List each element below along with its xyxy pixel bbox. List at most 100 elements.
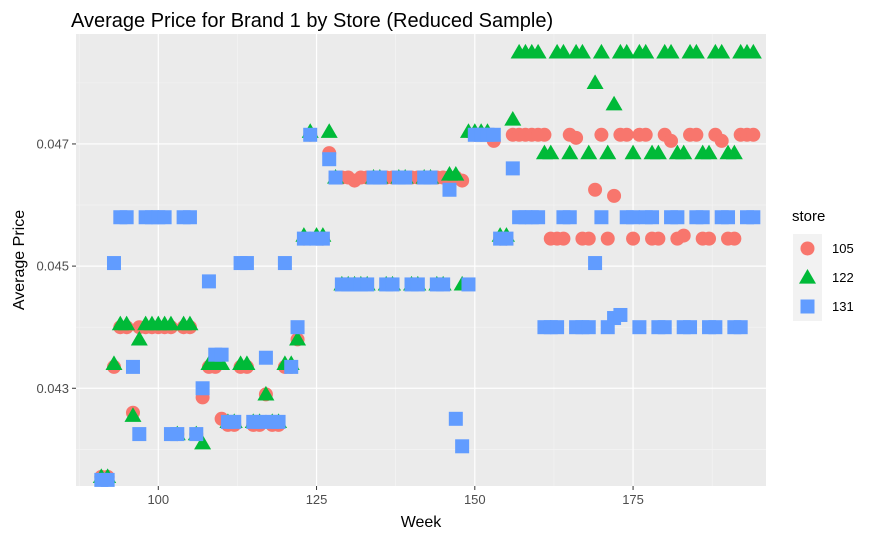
legend-item-105: 105 — [793, 234, 854, 263]
point-square — [201, 274, 216, 289]
point-square — [290, 320, 305, 335]
plot-background — [76, 34, 766, 486]
x-tick-label: 175 — [622, 492, 644, 507]
point-triangle — [637, 43, 655, 59]
point-triangle — [504, 111, 522, 126]
point-square — [581, 320, 596, 335]
point-triangle — [700, 144, 718, 160]
legend-key-triangle — [799, 269, 816, 284]
legend-label: 122 — [832, 270, 854, 285]
legend: store 105 122 131 — [792, 208, 854, 321]
point-square — [455, 439, 470, 454]
point-square — [505, 161, 520, 176]
point-circle — [556, 231, 571, 246]
point-triangle — [649, 144, 667, 160]
point-triangle — [447, 165, 465, 181]
point-square — [360, 277, 375, 292]
legend-key-square — [800, 299, 815, 314]
point-circle — [676, 228, 691, 243]
point-square — [442, 182, 457, 197]
point-square — [296, 231, 311, 246]
point-square — [436, 277, 451, 292]
point-circle — [600, 231, 615, 246]
point-triangle — [586, 74, 604, 89]
point-square — [588, 256, 603, 271]
point-square — [448, 411, 463, 426]
point-triangle — [599, 144, 617, 160]
point-triangle — [580, 144, 598, 160]
point-triangle — [713, 43, 731, 59]
point-triangle — [213, 355, 231, 370]
point-triangle — [194, 434, 212, 450]
point-circle — [619, 127, 634, 142]
y-tick-label: 0.045 — [36, 259, 69, 274]
point-square — [195, 381, 210, 396]
point-square — [252, 414, 267, 429]
point-square — [499, 231, 514, 246]
point-square — [328, 170, 343, 185]
point-circle — [727, 231, 742, 246]
series-131 — [94, 127, 761, 487]
x-axis-title: Week — [401, 514, 443, 531]
point-triangle — [554, 43, 572, 59]
point-triangle — [162, 315, 180, 331]
point-circle — [607, 188, 622, 203]
point-square — [695, 210, 710, 225]
point-triangle — [181, 315, 199, 331]
point-square — [461, 277, 476, 292]
point-square — [683, 320, 698, 335]
point-triangle — [118, 315, 136, 331]
data-points — [92, 43, 762, 487]
point-circle — [581, 231, 596, 246]
legend-title: store — [792, 208, 825, 225]
point-square — [613, 307, 628, 322]
legend-key-circle — [800, 241, 815, 256]
legend-item-122: 122 — [793, 263, 854, 292]
x-axis-ticks: 100 125 150 175 — [147, 486, 644, 507]
chart-title: Average Price for Brand 1 by Store (Redu… — [71, 10, 553, 32]
y-axis-ticks: 0.043 0.045 0.047 — [36, 136, 76, 396]
point-square — [746, 210, 761, 225]
point-square — [626, 210, 641, 225]
point-square — [239, 256, 254, 271]
x-tick-label: 125 — [306, 492, 328, 507]
point-square — [106, 256, 121, 271]
point-square — [227, 414, 242, 429]
point-square — [315, 231, 330, 246]
point-square — [119, 210, 134, 225]
point-square — [398, 170, 413, 185]
point-triangle — [662, 43, 680, 59]
point-square — [423, 170, 438, 185]
point-triangle — [725, 144, 743, 160]
point-triangle — [592, 43, 610, 59]
point-triangle — [542, 144, 560, 160]
point-square — [277, 256, 292, 271]
point-square — [733, 320, 748, 335]
y-axis-title: Average Price — [11, 210, 28, 310]
point-square — [562, 210, 577, 225]
point-triangle — [561, 144, 579, 160]
point-square — [410, 277, 425, 292]
point-triangle — [130, 330, 148, 346]
point-square — [170, 427, 185, 442]
point-triangle — [529, 43, 547, 59]
point-square — [182, 210, 197, 225]
point-triangle — [289, 330, 307, 346]
point-square — [303, 127, 318, 142]
point-circle — [664, 133, 679, 148]
point-square — [670, 210, 685, 225]
x-tick-label: 100 — [147, 492, 169, 507]
point-triangle — [105, 355, 123, 370]
point-square — [372, 170, 387, 185]
point-square — [708, 320, 723, 335]
point-triangle — [257, 385, 275, 401]
point-circle — [638, 127, 653, 142]
point-square — [189, 427, 204, 442]
point-circle — [626, 231, 641, 246]
point-square — [486, 127, 501, 142]
point-square — [657, 320, 672, 335]
point-circle — [569, 130, 584, 145]
point-circle — [537, 127, 552, 142]
point-triangle — [618, 43, 636, 59]
